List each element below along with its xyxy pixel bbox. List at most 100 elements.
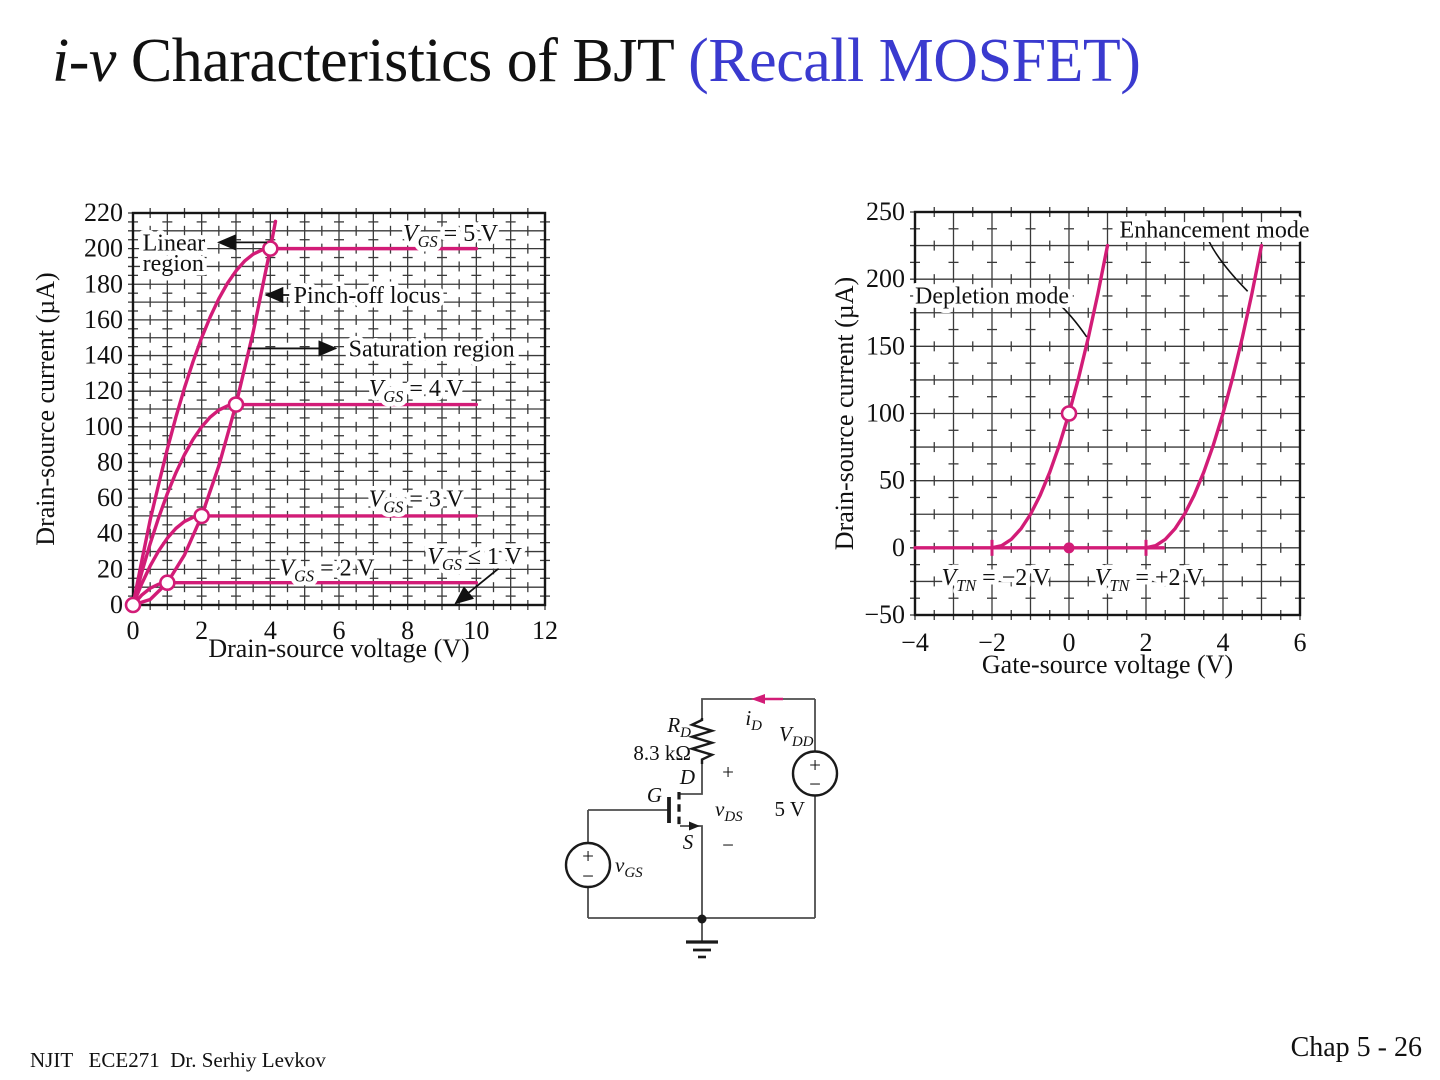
vdd-plus: + [809,753,821,777]
x-tick-label: −2 [978,628,1006,657]
x-tick-label: 6 [333,616,346,645]
x-tick-label: 2 [195,616,208,645]
id-label: iD [745,706,762,734]
series-VGS=5V [131,246,479,607]
x-tick-label: 0 [1063,628,1076,657]
series-depletion-mode [990,243,1110,550]
annotation-leader [1208,241,1249,292]
series-VGS=4V [131,402,479,607]
y-tick-label: 20 [97,554,123,583]
chart-annotation: VGS ≤ 1 V [427,544,522,574]
y-tick-label: −50 [864,600,905,629]
footer-page-number: Chap 5 - 26 [1290,1032,1422,1063]
chart-annotation: VGS = 4 V [369,376,465,406]
open-circle-marker [1060,405,1078,422]
chart-annotation: VGS = 3 V [369,486,465,516]
title-main-part: Characteristics of BJT [115,27,689,95]
chart-annotation: Pinch-off locus [294,283,441,309]
gate-label: G [647,783,662,807]
vds-plus: + [722,760,734,784]
y-tick-label: 100 [866,399,905,428]
y-tick-label: 150 [866,331,905,360]
open-circle-marker [159,574,176,592]
vds-minus: − [722,833,734,857]
y-tick-label: 60 [97,483,123,512]
chart-annotation: region [143,251,204,277]
chart-annotation: Saturation region [349,337,515,363]
junction-dot [697,914,707,924]
slide-title: i-v Characteristics of BJT (Recall MOSFE… [52,26,1141,97]
title-italic-part: i-v [52,27,116,95]
vgs-minus: − [582,864,594,888]
rd-value: 8.3 kΩ [633,741,691,765]
grid [910,207,1305,620]
x-tick-label: −4 [901,628,929,657]
nmos-transistor [667,792,700,831]
transfer-characteristics-chart: −4 −2 0 2 4 6 −50 0 50 100 150 200 250 Gate-source vo… [830,197,1314,679]
series-enhancement-mode [1144,243,1264,550]
x-tick-label: 8 [401,616,414,645]
footer-course-info: NJIT ECE271 Dr. Serhiy Levkov [30,1048,326,1072]
series-pinch-off-locus [131,219,278,607]
chart-annotation: Linear [143,231,206,257]
drain-current-arrow-icon [751,694,783,704]
chart-annotation: VTN = +2 V [1095,565,1204,595]
filled-dot-marker [1063,542,1075,554]
plot-border [131,211,547,607]
ground-symbol [686,940,718,959]
chart-annotation: Enhancement mode [1120,218,1310,244]
y-tick-label: 160 [84,305,123,334]
chart-annotation: Depletion mode [915,283,1069,309]
y-tick-label: 0 [892,533,905,562]
y-tick-label: 250 [866,197,905,226]
y-tick-label: 80 [97,447,123,476]
chart-annotation: VGS = 2 V [279,556,375,586]
vdd-value: 5 V [774,797,805,821]
y-tick-label: 40 [97,519,123,548]
x-tick-label: 0 [127,616,140,645]
vdd-source [791,750,839,797]
annotation-arrow [454,567,500,605]
title-accent-part: (Recall MOSFET) [688,27,1141,95]
x-axis-title: Drain-source voltage (V) [208,634,469,663]
source-label: S [683,830,694,854]
vgs-source [564,841,612,889]
x-tick-label: 4 [1217,628,1230,657]
open-circle-marker [262,240,279,257]
vgs-label: vGS [615,853,643,881]
vdd-label: VDD [779,722,814,750]
chart-annotation: VTN = −2 V [942,565,1051,595]
open-circle-marker [227,396,245,413]
y-axis-title: Drain-source current (µA) [31,272,60,545]
vds-label: vDS [715,797,743,825]
x-tick-label: 12 [532,616,558,645]
rd-label: RD [666,713,691,741]
x-tick-label: 2 [1140,628,1153,657]
y-tick-label: 200 [866,264,905,293]
y-tick-label: 140 [84,341,123,370]
output-characteristics-chart: 0 2 4 6 8 10 12020406080100120140160180200220D… [31,198,558,663]
y-tick-label: 100 [84,412,123,441]
y-axis-title: Drain-source current (µA) [830,277,859,550]
y-tick-label: 50 [879,466,905,495]
y-tick-label: 120 [84,376,123,405]
drain-label: D [679,765,695,789]
open-circle-marker [124,596,142,614]
y-tick-label: 0 [110,590,123,619]
vgs-plus: + [582,844,594,868]
open-circle-marker [193,507,210,525]
y-tick-label: 180 [84,269,123,298]
resistor-rd [687,718,717,764]
x-tick-label: 6 [1294,628,1307,657]
x-tick-label: 10 [463,616,489,645]
annotation-leader [1056,301,1088,338]
x-axis-title: Gate-source voltage (V) [982,650,1233,679]
mosfet-circuit-diagram: RD 8.3 kΩ iD D G S + vDS − VDD + − 5 V +… [564,694,839,959]
y-tick-label: 200 [84,234,123,263]
plot-border [913,210,1302,617]
x-tick-label: 4 [264,616,277,645]
chart-annotation: VGS = 5 V [403,221,499,251]
vdd-minus: − [809,772,821,796]
